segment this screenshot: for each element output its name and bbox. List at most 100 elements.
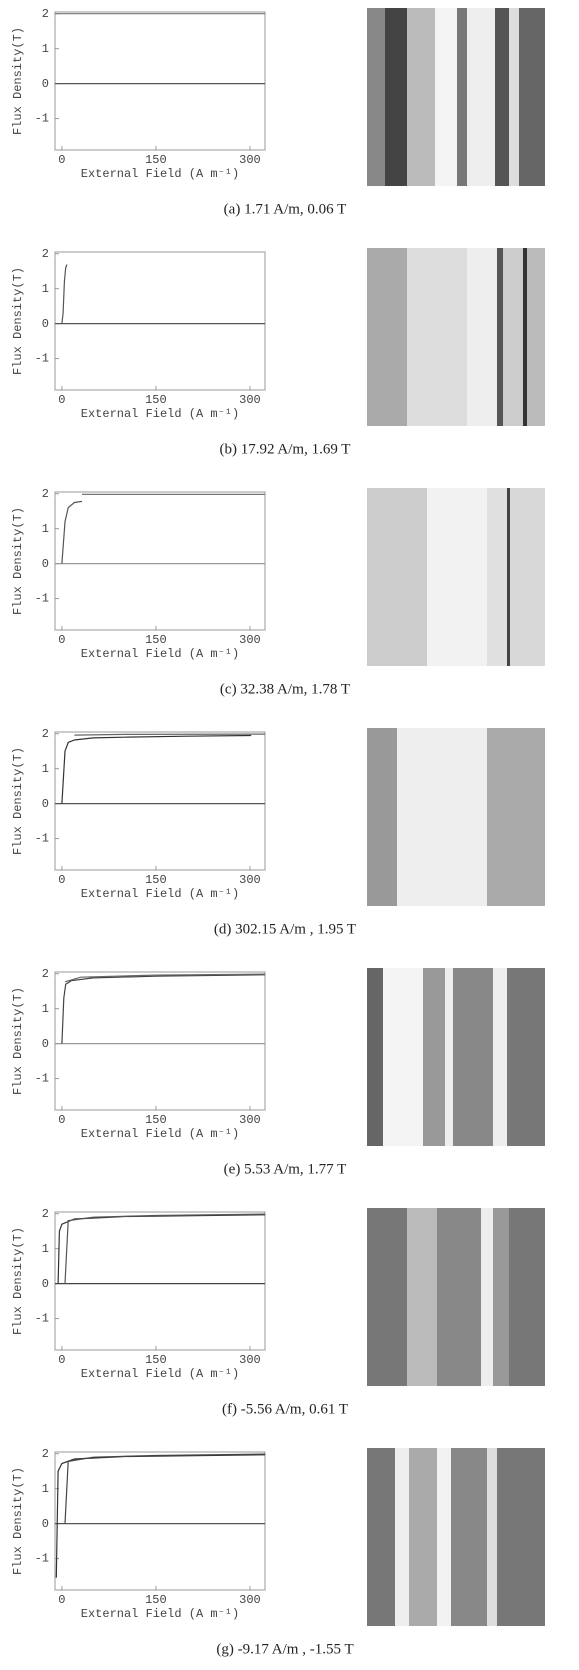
image-stripe xyxy=(427,488,487,666)
data-line xyxy=(61,500,83,564)
plot-frame xyxy=(54,491,266,631)
x-tick-label: 0 xyxy=(58,393,65,407)
caption: (g) -9.17 A/m , -1.55 T xyxy=(216,1641,353,1657)
data-line xyxy=(57,1214,266,1284)
x-tick-label: 0 xyxy=(58,1353,65,1367)
image-stripe xyxy=(493,968,507,1146)
x-tick-label: 0 xyxy=(58,873,65,887)
y-tick-label: 2 xyxy=(42,487,49,501)
image-stripe xyxy=(437,1448,451,1626)
image-stripe xyxy=(453,968,493,1146)
image-stripe xyxy=(397,728,487,906)
x-tick-label: 0 xyxy=(58,153,65,167)
image-stripe xyxy=(497,248,503,426)
x-tick-label: 150 xyxy=(145,1353,167,1367)
image-stripe xyxy=(495,8,509,186)
y-tick-label: 2 xyxy=(42,727,49,741)
y-axis-label: Flux Density(T) xyxy=(11,747,25,855)
x-tick-label: 300 xyxy=(239,153,261,167)
plot-frame xyxy=(54,971,266,1111)
image-stripe xyxy=(507,488,510,666)
data-line xyxy=(55,1454,266,1578)
image-stripe xyxy=(507,968,545,1146)
x-axis-label: External Field (A m⁻¹) xyxy=(81,1607,239,1621)
image-stripe xyxy=(487,488,507,666)
domain-image xyxy=(367,488,545,666)
y-tick-label: 1 xyxy=(42,282,49,296)
x-tick-label: 300 xyxy=(239,1113,261,1127)
y-tick-label: 1 xyxy=(42,1482,49,1496)
image-stripe xyxy=(519,8,545,186)
image-stripe xyxy=(367,1208,407,1386)
image-stripe xyxy=(445,968,453,1146)
image-stripe xyxy=(383,968,423,1146)
image-stripe xyxy=(467,8,495,186)
domain-image xyxy=(367,968,545,1146)
image-stripe xyxy=(367,248,407,426)
image-stripe xyxy=(385,8,407,186)
x-tick-label: 150 xyxy=(145,873,167,887)
y-axis-label: Flux Density(T) xyxy=(11,27,25,135)
x-tick-label: 0 xyxy=(58,1113,65,1127)
domain-image xyxy=(367,728,545,906)
image-stripe xyxy=(367,728,397,906)
y-tick-label: 0 xyxy=(42,317,49,331)
data-line xyxy=(61,974,266,1044)
caption: (f) -5.56 A/m, 0.61 T xyxy=(222,1401,348,1417)
y-tick-label: 0 xyxy=(42,797,49,811)
y-tick-label: -1 xyxy=(35,112,49,126)
y-tick-label: 0 xyxy=(42,77,49,91)
y-tick-label: 1 xyxy=(42,1002,49,1016)
image-stripe xyxy=(435,8,457,186)
image-stripe xyxy=(467,248,497,426)
x-axis-label: External Field (A m⁻¹) xyxy=(81,167,239,181)
y-tick-label: -1 xyxy=(35,832,49,846)
y-tick-label: 0 xyxy=(42,557,49,571)
caption: (a) 1.71 A/m, 0.06 T xyxy=(224,201,347,217)
domain-image xyxy=(367,248,545,426)
data-line xyxy=(64,1213,266,1284)
x-axis-label: External Field (A m⁻¹) xyxy=(81,1367,239,1381)
plot-frame xyxy=(54,11,266,151)
y-tick-label: -1 xyxy=(35,352,49,366)
data-line xyxy=(74,733,266,736)
image-stripe xyxy=(481,1208,493,1386)
plot-frame xyxy=(54,1451,266,1591)
y-tick-label: 2 xyxy=(42,1447,49,1461)
y-tick-label: -1 xyxy=(35,1312,49,1326)
x-tick-label: 150 xyxy=(145,393,167,407)
domain-image xyxy=(367,1208,545,1386)
x-tick-label: 300 xyxy=(239,1353,261,1367)
image-stripe xyxy=(527,248,545,426)
x-axis-label: External Field (A m⁻¹) xyxy=(81,407,239,421)
image-stripe xyxy=(493,1208,509,1386)
x-axis-label: External Field (A m⁻¹) xyxy=(81,887,239,901)
plot-frame xyxy=(54,251,266,391)
y-axis-label: Flux Density(T) xyxy=(11,267,25,375)
x-tick-label: 0 xyxy=(58,1593,65,1607)
caption: (b) 17.92 A/m, 1.69 T xyxy=(220,441,351,457)
image-stripe xyxy=(437,1208,481,1386)
image-stripe xyxy=(509,8,519,186)
image-stripe xyxy=(510,488,545,666)
y-tick-label: 0 xyxy=(42,1037,49,1051)
caption: (e) 5.53 A/m, 1.77 T xyxy=(224,1161,347,1177)
image-stripe xyxy=(367,8,385,186)
x-tick-label: 150 xyxy=(145,153,167,167)
image-stripe xyxy=(407,248,467,426)
image-stripe xyxy=(503,248,523,426)
y-tick-label: -1 xyxy=(35,1552,49,1566)
domain-image xyxy=(367,8,545,186)
x-tick-label: 300 xyxy=(239,1593,261,1607)
x-tick-label: 150 xyxy=(145,1113,167,1127)
y-tick-label: 2 xyxy=(42,1207,49,1221)
y-axis-label: Flux Density(T) xyxy=(11,507,25,615)
image-stripe xyxy=(409,1448,437,1626)
y-tick-label: 0 xyxy=(42,1517,49,1531)
